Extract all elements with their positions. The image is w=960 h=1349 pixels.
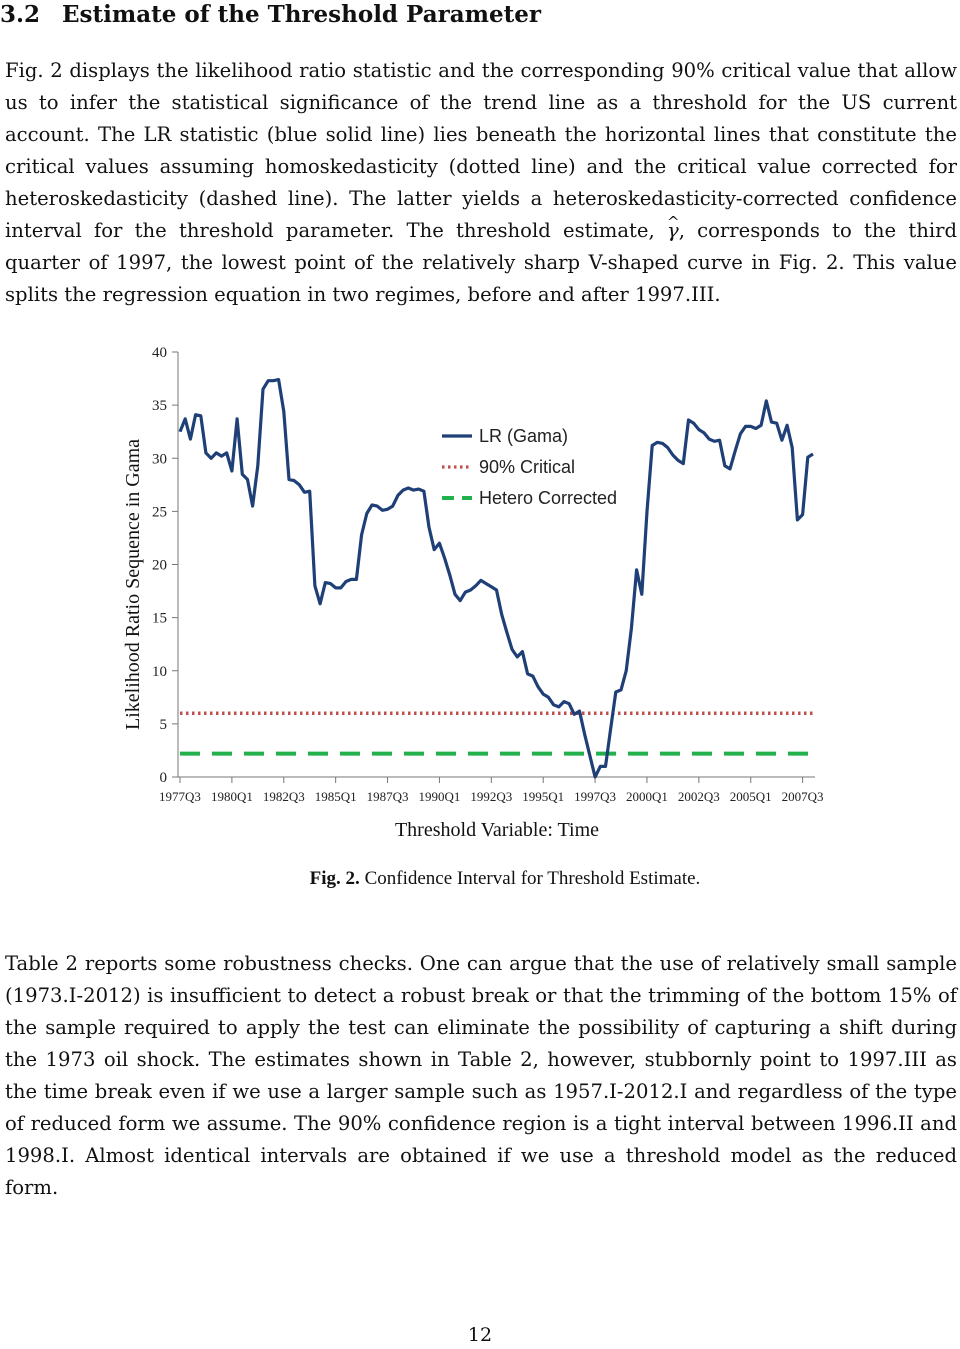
- x-tick-label: 1987Q3: [367, 789, 409, 804]
- paragraph-text-1: Fig. 2 displays the likelihood ratio sta…: [5, 59, 957, 242]
- x-tick-label: 2005Q1: [730, 789, 772, 804]
- caption-number: Fig. 2.: [309, 868, 360, 889]
- x-tick-label: 2000Q1: [626, 789, 668, 804]
- paragraph-robustness: Table 2 reports some robustness checks. …: [5, 952, 957, 1199]
- legend-label-hetero: Hetero Corrected: [479, 488, 617, 508]
- legend-label-lr: LR (Gama): [479, 426, 568, 446]
- section-title: Estimate of the Threshold Parameter: [62, 1, 541, 28]
- y-tick-label: 10: [152, 664, 167, 680]
- x-tick-label: 1980Q1: [211, 789, 253, 804]
- legend: LR (Gama) 90% Critical Hetero Corrected: [442, 426, 617, 508]
- x-tick-label: 2007Q3: [782, 789, 824, 804]
- x-tick-label: 2002Q3: [678, 789, 720, 804]
- lr-chart: 0 5 10 15 20 25 30 35 40 1977Q3 1980Q1 1982Q3 1985Q…: [122, 345, 824, 841]
- y-axis: 0 5 10 15 20 25 30 35 40: [152, 345, 179, 786]
- x-tick-label: 1990Q1: [418, 789, 460, 804]
- y-tick-label: 40: [152, 345, 167, 361]
- gamma-hat-symbol: γ: [666, 206, 679, 247]
- x-axis-title: Threshold Variable: Time: [395, 819, 599, 841]
- x-tick-label: 1997Q3: [574, 789, 616, 804]
- critical-lines: [180, 711, 815, 756]
- y-tick-label: 20: [152, 558, 167, 574]
- figure-caption: Fig. 2. Confidence Interval for Threshol…: [0, 868, 960, 890]
- y-tick-label: 15: [152, 611, 167, 627]
- y-tick-label: 25: [152, 504, 167, 520]
- x-tick-label: 1977Q3: [159, 789, 201, 804]
- section-heading: 3.2 Estimate of the Threshold Parameter: [0, 0, 960, 30]
- x-tick-label: 1995Q1: [522, 789, 564, 804]
- legend-label-critical: 90% Critical: [479, 457, 575, 477]
- x-tick-label: 1982Q3: [263, 789, 305, 804]
- y-tick-label: 5: [160, 717, 168, 733]
- page-number: 12: [467, 1324, 493, 1346]
- caption-text: Confidence Interval for Threshold Estima…: [359, 868, 701, 889]
- section-number: 3.2: [0, 1, 41, 28]
- y-tick-label: 35: [152, 398, 167, 414]
- gamma-letter: γ: [666, 219, 679, 242]
- y-tick-label: 0: [160, 770, 168, 786]
- paragraph-threshold: Fig. 2 displays the likelihood ratio sta…: [5, 55, 957, 311]
- y-axis-title: Likelihood Ratio Sequence in Gama: [122, 439, 144, 730]
- paragraph-text-2: , corresponds to the third quarter of 19…: [5, 219, 958, 306]
- lr-line: [178, 377, 814, 779]
- x-axis: 1977Q3 1980Q1 1982Q3 1985Q1 1987Q3 1990Q1 1992…: [159, 776, 824, 804]
- y-tick-label: 30: [152, 451, 167, 467]
- x-tick-label: 1992Q3: [470, 789, 512, 804]
- lr-series: [178, 377, 814, 779]
- x-tick-label: 1985Q1: [315, 789, 357, 804]
